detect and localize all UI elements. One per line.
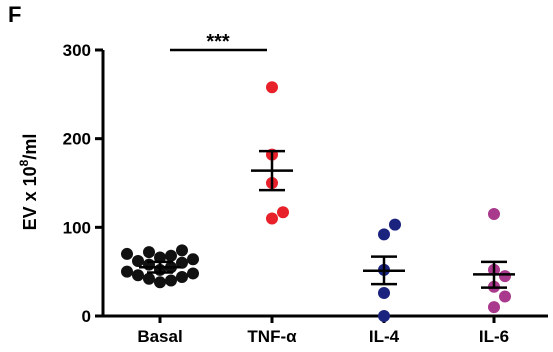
- data-point: [488, 208, 500, 221]
- y-tick-label: 300: [63, 41, 91, 60]
- data-point: [154, 251, 166, 264]
- data-point: [266, 81, 278, 94]
- panel-letter: F: [8, 2, 22, 27]
- y-tick-label: 0: [82, 307, 91, 326]
- data-point: [176, 244, 188, 257]
- axes: 0 100 200 300 Basal TNF-α IL-4 IL-6: [63, 41, 548, 346]
- data-point: [176, 256, 188, 269]
- y-axis-title-unit: /ml: [20, 134, 40, 160]
- y-axis-title: EV x 108/ml: [17, 134, 40, 231]
- data-point: [165, 274, 177, 287]
- data-point: [378, 286, 390, 299]
- y-tick-label: 200: [63, 130, 91, 149]
- data-point: [154, 276, 166, 289]
- y-axis-title-main: EV x 10: [20, 166, 40, 230]
- data-point: [378, 228, 390, 241]
- y-axis-title-superscript: 8: [17, 159, 31, 166]
- data-point: [499, 290, 511, 303]
- data-point: [266, 212, 278, 225]
- data-point: [121, 247, 133, 260]
- data-point: [499, 270, 511, 283]
- data-point: [488, 301, 500, 314]
- y-tick-label: 100: [63, 218, 91, 237]
- data-point: [187, 267, 199, 280]
- x-tick-label: IL-6: [479, 327, 509, 346]
- data-marks: ***: [121, 31, 515, 322]
- x-tick-label: TNF-α: [247, 327, 297, 346]
- x-tick-label: Basal: [137, 327, 182, 346]
- data-point: [143, 258, 155, 271]
- data-point: [132, 269, 144, 282]
- data-point: [176, 270, 188, 283]
- data-point: [121, 265, 133, 278]
- data-point: [143, 246, 155, 259]
- data-point: [277, 206, 289, 219]
- data-point: [187, 253, 199, 266]
- data-point: [143, 272, 155, 285]
- data-point: [165, 249, 177, 262]
- data-point: [378, 310, 390, 322]
- data-point: [132, 255, 144, 268]
- significance-label: ***: [206, 31, 230, 53]
- x-tick-label: IL-4: [369, 327, 400, 346]
- data-point: [389, 218, 401, 231]
